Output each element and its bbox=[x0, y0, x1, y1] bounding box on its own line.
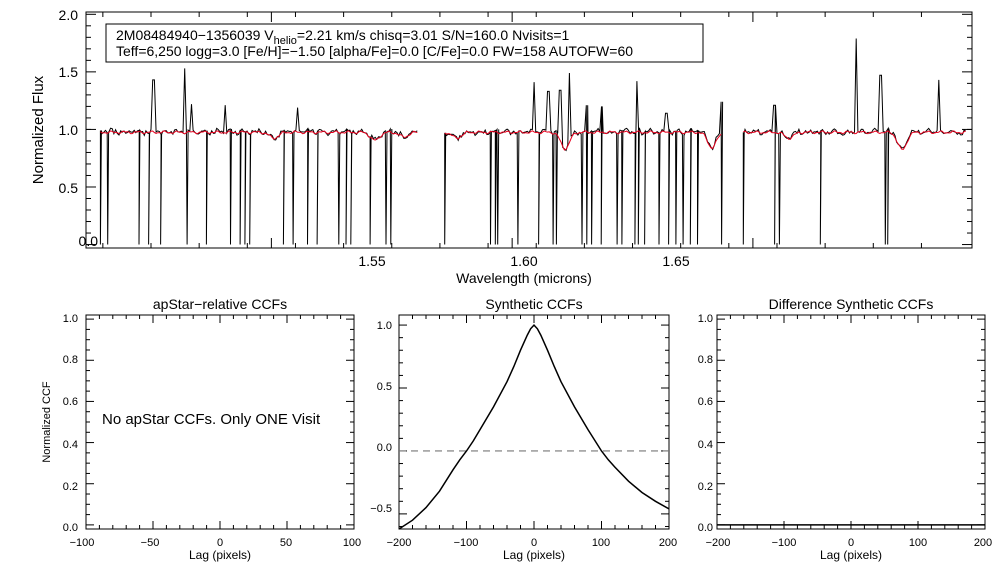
y-tick-label-1: 0.5 bbox=[59, 180, 79, 196]
spectrum-data bbox=[99, 38, 967, 245]
spectrum-ticks bbox=[86, 12, 972, 248]
difference-x-axis-label: Lag (pixels) bbox=[820, 548, 882, 562]
difference-title: Difference Synthetic CCFs bbox=[769, 296, 934, 312]
no-ccf-message: No apStar CCFs. Only ONE Visit bbox=[102, 411, 321, 428]
y-tick-label-4: 2.0 bbox=[59, 7, 79, 23]
synthetic-x-tick-2: 0 bbox=[531, 537, 537, 549]
apstar-y-axis-label: Normalized CCF bbox=[41, 381, 53, 463]
y-tick-label-3: 1.5 bbox=[59, 64, 79, 80]
difference-x-tick-1: −100 bbox=[772, 537, 797, 549]
x-tick-label-1: 1.60 bbox=[510, 253, 537, 269]
y-tick-label-0: 0.0 bbox=[79, 233, 99, 249]
apstar-ticks bbox=[85, 315, 355, 529]
synthetic-y-tick-0: −0.5 bbox=[370, 503, 392, 515]
spectrum-panel: 0.0 0.5 1.0 1.5 2.0 1.55 1.60 1.65 Wavel… bbox=[30, 7, 973, 286]
info-line-1: 2M08484940−1356039 Vhelio=2.21 km/s chis… bbox=[116, 27, 569, 47]
difference-y-tick-3: 0.6 bbox=[698, 396, 713, 408]
synthetic-x-axis-label: Lag (pixels) bbox=[503, 548, 565, 562]
difference-y-tick-1: 0.2 bbox=[698, 481, 713, 493]
synthetic-x-tick-0: −200 bbox=[387, 537, 412, 549]
spectrum-y-axis-label: Normalized Flux bbox=[30, 75, 47, 184]
synthetic-ccf-line bbox=[398, 323, 670, 530]
apstar-x-tick-0: −100 bbox=[70, 537, 95, 549]
difference-y-tick-2: 0.4 bbox=[698, 439, 713, 451]
x-tick-label-2: 1.65 bbox=[662, 253, 689, 269]
observed-spectrum-line bbox=[99, 38, 967, 245]
synthetic-x-tick-1: −100 bbox=[454, 537, 479, 549]
synthetic-ccf-panel: Synthetic CCFs −0.5 0.0 0.5 1.0 −200 −10… bbox=[370, 296, 677, 562]
apstar-x-tick-2: 0 bbox=[217, 537, 223, 549]
apstar-x-tick-4: 100 bbox=[343, 537, 361, 549]
info-box bbox=[105, 23, 704, 63]
apstar-x-tick-3: 50 bbox=[280, 537, 292, 549]
apstar-y-tick-2: 0.4 bbox=[63, 439, 78, 451]
synthetic-plot-frame bbox=[398, 314, 670, 530]
difference-x-tick-0: −200 bbox=[706, 537, 731, 549]
info-line-1-rest: =2.21 km/s chisq=3.01 S/N=160.0 Nvisits=… bbox=[297, 27, 570, 43]
synthetic-ticks bbox=[398, 315, 670, 529]
apstar-y-tick-1: 0.2 bbox=[63, 481, 78, 493]
difference-y-tick-0: 0.0 bbox=[698, 522, 713, 534]
apstar-y-tick-5: 1.0 bbox=[63, 313, 78, 325]
apstar-x-axis-label: Lag (pixels) bbox=[189, 548, 251, 562]
difference-y-tick-4: 0.8 bbox=[698, 354, 713, 366]
apstar-y-tick-4: 0.8 bbox=[63, 354, 78, 366]
synthetic-y-tick-1: 0.0 bbox=[377, 442, 392, 454]
info-line-2: Teff=6,250 logg=3.0 [Fe/H]=−1.50 [alpha/… bbox=[116, 43, 633, 59]
apstar-y-tick-3: 0.6 bbox=[63, 396, 78, 408]
info-helio-subscript: helio bbox=[274, 35, 297, 47]
synthetic-title: Synthetic CCFs bbox=[485, 296, 582, 312]
difference-ccf-panel: Difference Synthetic CCFs 0.0 0.2 0.4 0.… bbox=[698, 296, 992, 562]
synthetic-y-tick-3: 1.0 bbox=[377, 320, 392, 332]
apstar-x-tick-1: −50 bbox=[141, 537, 160, 549]
difference-x-tick-3: 100 bbox=[909, 537, 927, 549]
apstar-y-tick-0: 0.0 bbox=[63, 522, 78, 534]
spectrum-plot-frame bbox=[85, 11, 973, 249]
synthetic-x-tick-3: 100 bbox=[592, 537, 610, 549]
difference-x-tick-2: 0 bbox=[848, 537, 854, 549]
x-tick-label-0: 1.55 bbox=[358, 253, 385, 269]
info-star-id: 2M08484940−1356039 V bbox=[116, 27, 274, 43]
spectrum-x-axis-label: Wavelength (microns) bbox=[456, 270, 592, 286]
model-spectrum-line bbox=[100, 130, 966, 151]
difference-ticks bbox=[716, 315, 986, 529]
synthetic-y-tick-2: 0.5 bbox=[377, 381, 392, 393]
difference-x-tick-4: 200 bbox=[974, 537, 992, 549]
difference-y-tick-5: 1.0 bbox=[698, 313, 713, 325]
apstar-title: apStar−relative CCFs bbox=[153, 296, 287, 312]
apstar-ccf-panel: apStar−relative CCFs 0.0 0.2 0.4 0.6 0.8… bbox=[41, 296, 361, 562]
synthetic-x-tick-4: 200 bbox=[659, 537, 677, 549]
difference-plot-frame bbox=[716, 314, 986, 530]
y-tick-label-2: 1.0 bbox=[59, 122, 79, 138]
